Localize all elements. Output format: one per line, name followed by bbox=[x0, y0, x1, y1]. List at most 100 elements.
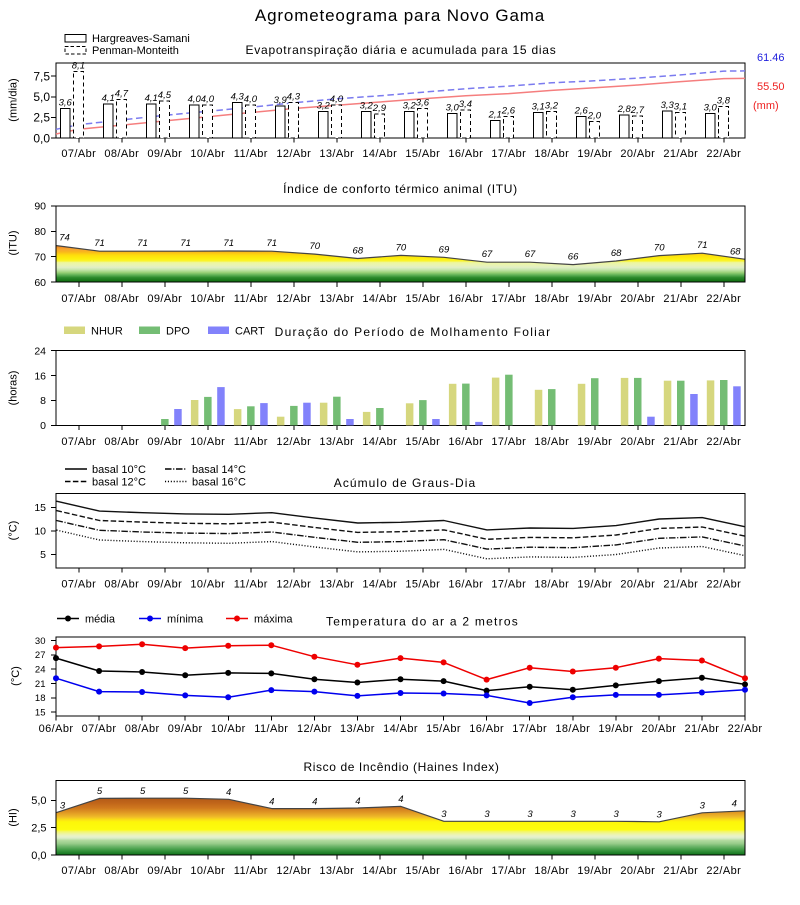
svg-text:22/Abr: 22/Abr bbox=[728, 723, 763, 735]
svg-text:11/Abr: 11/Abr bbox=[234, 436, 268, 448]
svg-text:Acúmulo de Graus-Dia: Acúmulo de Graus-Dia bbox=[334, 476, 476, 490]
svg-text:3: 3 bbox=[484, 809, 490, 820]
svg-text:NHUR: NHUR bbox=[91, 326, 123, 338]
svg-text:(°C): (°C) bbox=[8, 521, 20, 541]
svg-text:15/Abr: 15/Abr bbox=[405, 148, 440, 160]
svg-text:17/Abr: 17/Abr bbox=[491, 436, 526, 448]
svg-text:3,9: 3,9 bbox=[274, 95, 288, 106]
svg-text:16/Abr: 16/Abr bbox=[448, 436, 483, 448]
svg-text:24: 24 bbox=[35, 665, 46, 676]
svg-text:20/Abr: 20/Abr bbox=[620, 865, 655, 877]
svg-text:09/Abr: 09/Abr bbox=[147, 436, 182, 448]
svg-text:68: 68 bbox=[730, 246, 741, 257]
svg-text:5: 5 bbox=[40, 549, 46, 561]
svg-text:69: 69 bbox=[439, 244, 450, 255]
svg-text:4,1: 4,1 bbox=[145, 93, 158, 104]
svg-text:13/Abr: 13/Abr bbox=[319, 436, 354, 448]
svg-text:07/Abr: 07/Abr bbox=[61, 293, 96, 305]
svg-text:21/Abr: 21/Abr bbox=[663, 579, 698, 591]
svg-text:16/Abr: 16/Abr bbox=[448, 579, 483, 591]
svg-text:4,1: 4,1 bbox=[102, 93, 115, 104]
svg-text:13/Abr: 13/Abr bbox=[319, 148, 354, 160]
svg-text:15/Abr: 15/Abr bbox=[405, 579, 440, 591]
svg-text:(mm/dia): (mm/dia) bbox=[8, 78, 20, 121]
svg-text:19/Abr: 19/Abr bbox=[577, 436, 612, 448]
svg-text:3,2: 3,2 bbox=[317, 101, 331, 112]
svg-text:71: 71 bbox=[266, 238, 277, 249]
svg-text:55.50: 55.50 bbox=[757, 81, 785, 93]
svg-text:2,9: 2,9 bbox=[372, 103, 387, 114]
svg-text:20/Abr: 20/Abr bbox=[620, 148, 655, 160]
svg-text:16/Abr: 16/Abr bbox=[448, 148, 483, 160]
svg-text:16/Abr: 16/Abr bbox=[469, 723, 504, 735]
svg-text:3,1: 3,1 bbox=[674, 101, 687, 112]
svg-text:2,1: 2,1 bbox=[488, 110, 502, 121]
svg-text:14/Abr: 14/Abr bbox=[362, 436, 397, 448]
svg-text:20/Abr: 20/Abr bbox=[641, 723, 676, 735]
svg-text:3,1: 3,1 bbox=[532, 101, 545, 112]
svg-text:4,3: 4,3 bbox=[231, 92, 245, 103]
svg-text:3,4: 3,4 bbox=[459, 99, 472, 110]
svg-text:17/Abr: 17/Abr bbox=[491, 293, 526, 305]
svg-text:08/Abr: 08/Abr bbox=[104, 436, 139, 448]
svg-text:22/Abr: 22/Abr bbox=[706, 865, 741, 877]
svg-text:22/Abr: 22/Abr bbox=[706, 579, 741, 591]
svg-text:14/Abr: 14/Abr bbox=[383, 723, 418, 735]
svg-text:08/Abr: 08/Abr bbox=[104, 148, 139, 160]
svg-text:20/Abr: 20/Abr bbox=[620, 293, 655, 305]
svg-text:3: 3 bbox=[614, 809, 620, 820]
svg-text:12/Abr: 12/Abr bbox=[297, 723, 332, 735]
svg-text:14/Abr: 14/Abr bbox=[362, 148, 397, 160]
svg-text:18: 18 bbox=[35, 693, 46, 704]
svg-text:Agrometeograma para Novo Gama: Agrometeograma para Novo Gama bbox=[255, 6, 545, 25]
svg-text:66: 66 bbox=[568, 252, 579, 263]
svg-text:08/Abr: 08/Abr bbox=[125, 723, 160, 735]
svg-text:09/Abr: 09/Abr bbox=[147, 579, 182, 591]
svg-text:basal 16°C: basal 16°C bbox=[192, 477, 246, 489]
svg-text:18/Abr: 18/Abr bbox=[534, 865, 569, 877]
svg-text:21/Abr: 21/Abr bbox=[685, 723, 720, 735]
svg-text:07/Abr: 07/Abr bbox=[61, 436, 96, 448]
svg-text:5: 5 bbox=[140, 786, 146, 797]
svg-text:08/Abr: 08/Abr bbox=[104, 865, 139, 877]
svg-text:15/Abr: 15/Abr bbox=[426, 723, 461, 735]
svg-text:24: 24 bbox=[34, 345, 46, 357]
svg-text:15/Abr: 15/Abr bbox=[405, 293, 440, 305]
svg-text:(HI): (HI) bbox=[8, 808, 20, 826]
svg-text:71: 71 bbox=[180, 238, 191, 249]
svg-text:14/Abr: 14/Abr bbox=[362, 579, 397, 591]
svg-text:3,2: 3,2 bbox=[403, 101, 417, 112]
svg-text:12/Abr: 12/Abr bbox=[276, 148, 311, 160]
svg-text:07/Abr: 07/Abr bbox=[61, 579, 96, 591]
svg-text:15/Abr: 15/Abr bbox=[405, 865, 440, 877]
svg-text:71: 71 bbox=[697, 240, 708, 251]
svg-text:13/Abr: 13/Abr bbox=[319, 579, 354, 591]
svg-text:(mm): (mm) bbox=[753, 100, 779, 112]
svg-text:Evapotranspiração diária e acu: Evapotranspiração diária e acumulada par… bbox=[246, 43, 557, 57]
svg-text:3,6: 3,6 bbox=[416, 97, 430, 108]
svg-text:2,6: 2,6 bbox=[574, 106, 589, 117]
svg-text:08/Abr: 08/Abr bbox=[104, 293, 139, 305]
svg-text:60: 60 bbox=[34, 277, 46, 289]
svg-text:17/Abr: 17/Abr bbox=[491, 148, 526, 160]
svg-text:Penman-Monteith: Penman-Monteith bbox=[92, 45, 179, 57]
svg-text:17/Abr: 17/Abr bbox=[491, 865, 526, 877]
svg-text:74: 74 bbox=[59, 233, 70, 244]
svg-text:11/Abr: 11/Abr bbox=[254, 723, 288, 735]
svg-text:18/Abr: 18/Abr bbox=[534, 579, 569, 591]
svg-text:5,0: 5,0 bbox=[33, 90, 50, 104]
svg-text:67: 67 bbox=[525, 249, 536, 260]
svg-text:11/Abr: 11/Abr bbox=[234, 148, 268, 160]
svg-text:22/Abr: 22/Abr bbox=[706, 148, 741, 160]
svg-text:20/Abr: 20/Abr bbox=[620, 436, 655, 448]
svg-text:4,0: 4,0 bbox=[244, 94, 258, 105]
svg-text:17/Abr: 17/Abr bbox=[512, 723, 547, 735]
svg-text:8: 8 bbox=[40, 395, 46, 407]
svg-text:19/Abr: 19/Abr bbox=[598, 723, 633, 735]
svg-text:17/Abr: 17/Abr bbox=[491, 579, 526, 591]
svg-text:21/Abr: 21/Abr bbox=[663, 148, 698, 160]
svg-text:19/Abr: 19/Abr bbox=[577, 579, 612, 591]
svg-text:15: 15 bbox=[35, 708, 46, 719]
svg-text:71: 71 bbox=[137, 238, 148, 249]
svg-text:4,0: 4,0 bbox=[188, 94, 202, 105]
